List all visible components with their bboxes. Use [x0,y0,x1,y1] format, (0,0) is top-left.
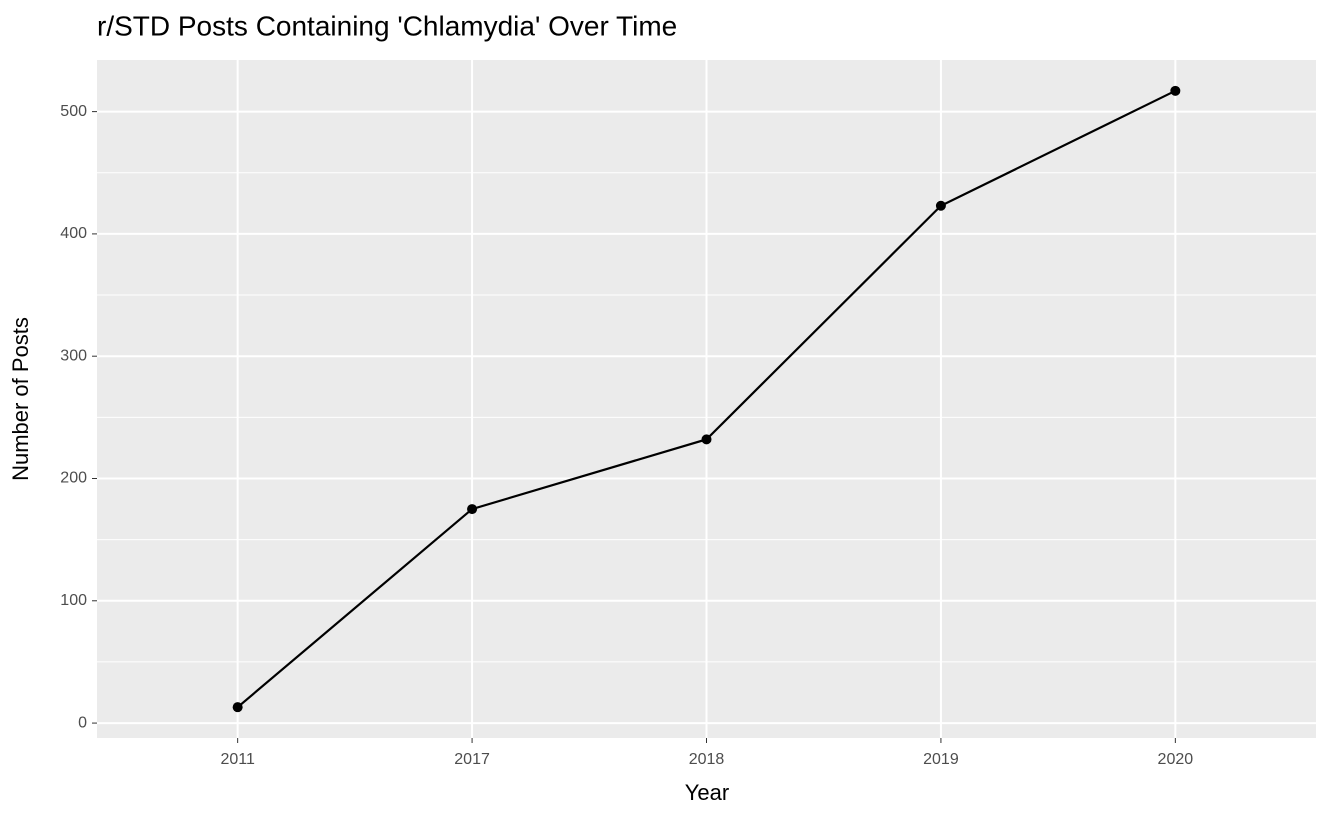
y-tick-label: 500 [60,103,87,120]
y-tick-label: 400 [60,225,87,242]
point [701,434,712,445]
x-tick-label: 2011 [220,751,255,768]
point [935,200,946,211]
chart-title: r/STD Posts Containing 'Chlamydia' Over … [97,10,677,41]
y-tick-label: 100 [60,592,87,609]
y-tick-label: 0 [78,714,87,731]
x-tick-label: 2017 [454,751,490,768]
y-axis-label: Number of Posts [8,317,33,481]
x-axis-label: Year [685,780,729,805]
y-tick-label: 200 [60,470,87,487]
point [1170,85,1181,96]
y-tick-label: 300 [60,347,87,364]
x-tick-label: 2020 [1158,751,1194,768]
x-tick-label: 2018 [689,751,725,768]
point [232,702,243,713]
point [467,504,478,515]
x-tick-label: 2019 [923,751,959,768]
